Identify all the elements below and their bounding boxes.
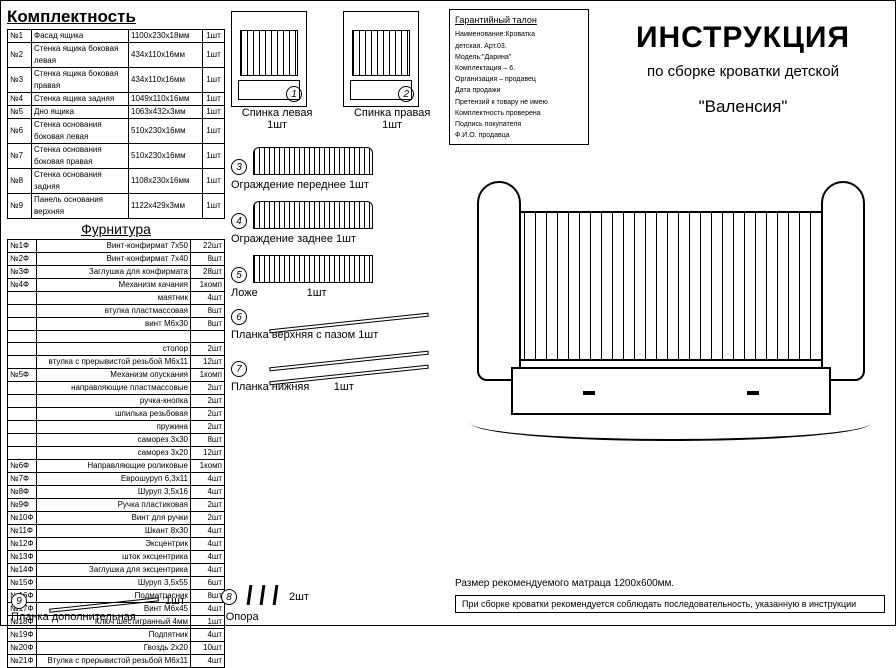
table-row: винт М6х308шт — [8, 318, 225, 331]
num-5: 5 — [231, 267, 247, 283]
table-row: №21ФВтулка с прерывистой резьбой М6х114ш… — [8, 655, 225, 668]
bottom-items: 9 1шт 8 2шт Планка дополнительная Опора — [11, 585, 441, 623]
crib-drawer — [511, 367, 831, 415]
caption-6: Планка верхняя с пазом 1шт — [231, 329, 441, 341]
hardware-title: Фурнитура — [7, 221, 225, 237]
num-7: 7 — [231, 361, 247, 377]
num-2: 2 — [398, 86, 414, 102]
table-row: №1ФВинт-конфирмат 7х5022шт — [8, 240, 225, 253]
table-row: №6Стенка основания боковая левая510х230х… — [8, 119, 225, 144]
num-8: 8 — [221, 589, 237, 605]
table-row: направляющие пластмассовые2шт — [8, 382, 225, 395]
caption-4: Ограждение заднее 1шт — [231, 233, 441, 245]
parts-title: Комплектность — [7, 7, 225, 27]
caption-5: Ложе 1шт — [231, 287, 441, 299]
table-row: втулка с прерывистой резьбой М6х1112шт — [8, 356, 225, 369]
left-column: Комплектность №1Фасад ящика1100х230х18мм… — [7, 7, 225, 668]
table-row: №3Стенка ящика боковая правая434х110х16м… — [8, 68, 225, 93]
table-row: №2ФВинт-конфирмат 7х408шт — [8, 253, 225, 266]
table-row: №8ФШуруп 3,5х164шт — [8, 486, 225, 499]
table-row: №8Стенка основания задняя1108х230х16мм1ш… — [8, 169, 225, 194]
table-row: №13Фшток эксцентрика4шт — [8, 551, 225, 564]
table-row: №9ФРучка пластиковая2шт — [8, 499, 225, 512]
front-rail-diagram — [253, 147, 373, 175]
headboard-left-diagram: 1 — [231, 11, 307, 107]
table-row: №3ФЗаглушка для конфирмата28шт — [8, 266, 225, 279]
assembly-note: При сборке кроватки рекомендуется соблюд… — [455, 595, 885, 613]
table-row: №1Фасад ящика1100х230х18мм1шт — [8, 30, 225, 43]
num-4: 4 — [231, 213, 247, 229]
crib-illustration — [471, 171, 871, 461]
table-row: №19ФПодпятник4шт — [8, 629, 225, 642]
caption-3: Ограждение переднее 1шт — [231, 179, 441, 191]
crib-end-left — [477, 181, 521, 381]
table-row: №14ФЗаглушка для эксцентрика4шт — [8, 564, 225, 577]
num-3: 3 — [231, 159, 247, 175]
table-row: пружина2шт — [8, 421, 225, 434]
table-row: №5ФМеханизм опускания1комп — [8, 369, 225, 382]
qty-9: 1шт — [165, 595, 185, 607]
num-6: 6 — [231, 309, 247, 325]
table-row: стопор2шт — [8, 343, 225, 356]
base-diagram — [253, 255, 373, 283]
back-rail-diagram — [253, 201, 373, 229]
table-row: втулка пластмассовая8шт — [8, 305, 225, 318]
table-row: саморез 3х2012шт — [8, 447, 225, 460]
parts-table: №1Фасад ящика1100х230х18мм1шт№2Стенка ящ… — [7, 29, 225, 219]
headboard-right-diagram: 2 — [343, 11, 419, 107]
table-row: №4Стенка ящика задняя1049х110х16мм1шт — [8, 93, 225, 106]
crib-end-right — [821, 181, 865, 381]
right-column: ИНСТРУКЦИЯ по сборке кроватки детской "В… — [449, 11, 887, 119]
mid-column: 1 Спинка левая 1шт 2 Спинка правая 1шт 3… — [231, 11, 441, 393]
main-title: ИНСТРУКЦИЯ — [599, 21, 887, 55]
table-row: №7ФЕврошуруп 6,3х114шт — [8, 473, 225, 486]
table-row: №20ФГвоздь 2х2010шт — [8, 642, 225, 655]
caption-2: Спинка правая 1шт — [343, 107, 441, 131]
warranty-line: Ф.И.О. продавца — [455, 130, 583, 141]
crib-rocker — [471, 421, 871, 441]
table-row: саморез 3х308шт — [8, 434, 225, 447]
table-row: №2Стенка ящика боковая левая434х110х16мм… — [8, 43, 225, 68]
table-row: №12ФЭксцентрик4шт — [8, 538, 225, 551]
table-row: №10ФВинт для ручки2шт — [8, 512, 225, 525]
warranty-line: Подпись покупателя — [455, 119, 583, 130]
footer: Размер рекомендуемого матраца 1200х600мм… — [455, 578, 885, 613]
caption-8: Опора — [226, 611, 259, 623]
subtitle-2: "Валенсия" — [599, 94, 887, 120]
support-diagram — [243, 585, 283, 609]
caption-1: Спинка левая 1шт — [231, 107, 323, 131]
table-row — [8, 331, 225, 343]
subtitle-1: по сборке кроватки детской — [599, 61, 887, 84]
table-row: маятник4шт — [8, 292, 225, 305]
table-row: №7Стенка основания боковая правая510х230… — [8, 144, 225, 169]
caption-9: Планка дополнительная — [11, 611, 136, 623]
num-9: 9 — [11, 593, 27, 609]
caption-7: Планка нижняя 1шт — [231, 381, 441, 393]
table-row: шпилька резьбовая2шт — [8, 408, 225, 421]
mattress-size: Размер рекомендуемого матраца 1200х600мм… — [455, 578, 885, 589]
table-row: №4ФМеханизм качания1комп — [8, 279, 225, 292]
crib-body — [501, 211, 841, 361]
table-row: ручка-кнопка2шт — [8, 395, 225, 408]
table-row: №6ФНаправляющие роликовые1комп — [8, 460, 225, 473]
qty-8: 2шт — [289, 591, 309, 603]
table-row: №5Дно ящика1063х432х3мм1шт — [8, 106, 225, 119]
table-row: №9Панель основания верхняя1122х429х3мм1ш… — [8, 194, 225, 219]
num-1: 1 — [286, 86, 302, 102]
table-row: №11ФШкант 8х304шт — [8, 525, 225, 538]
